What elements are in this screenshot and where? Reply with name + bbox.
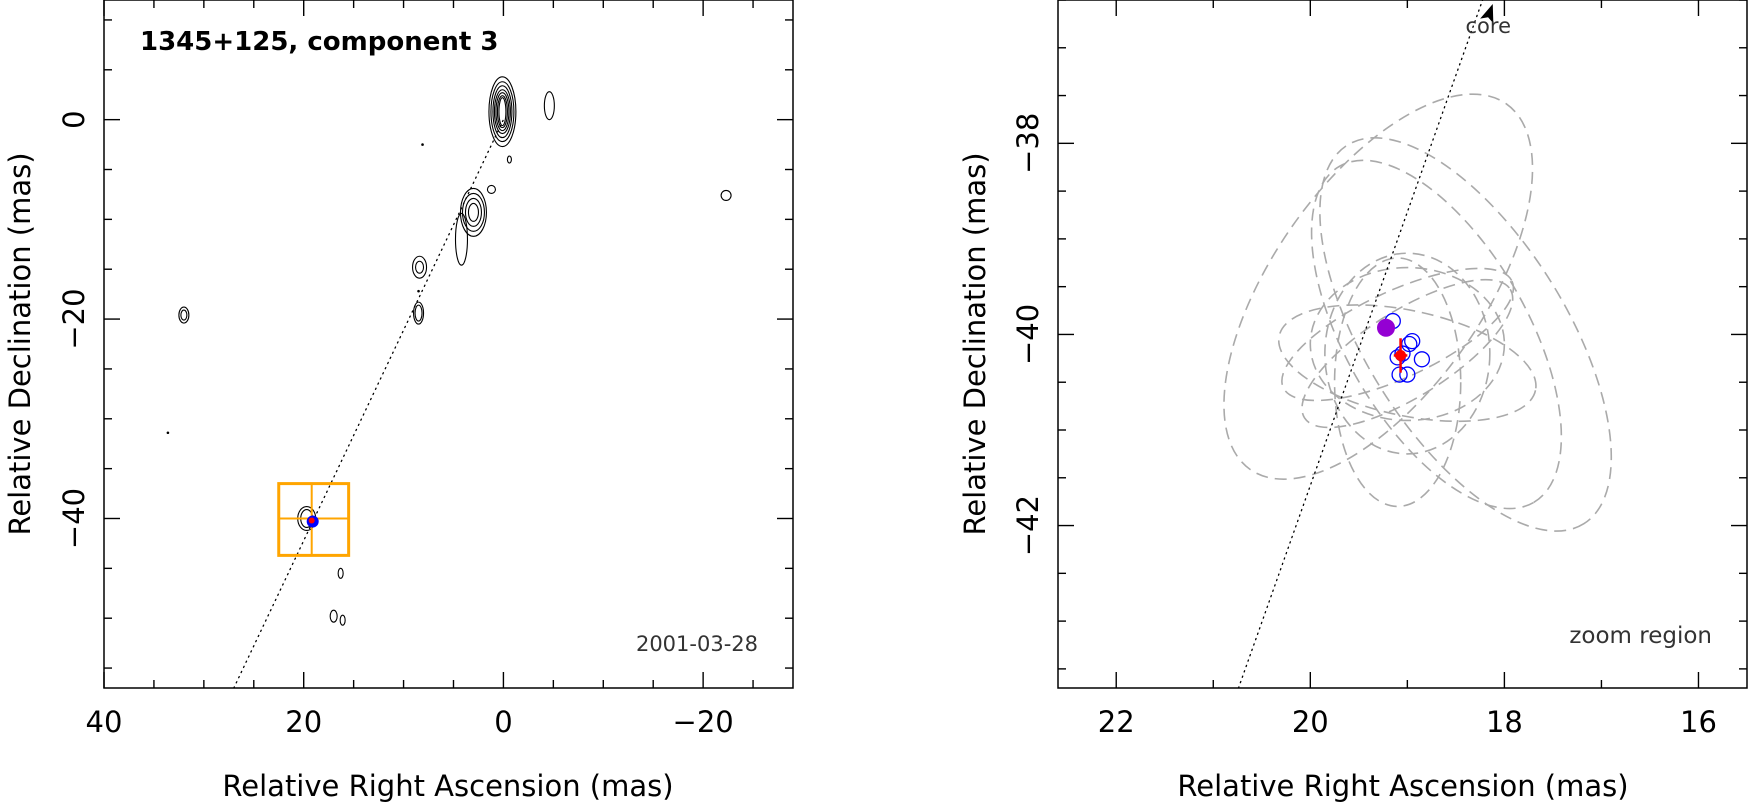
contour-level xyxy=(490,81,515,143)
contour-jet-extension xyxy=(454,212,469,266)
panel-overview: 40 20 0 −20 0 −20 −40 1345+125, component 3 2… xyxy=(3,0,794,803)
x-tick-label: 40 xyxy=(86,705,123,739)
axis-ticks xyxy=(1058,0,1747,688)
contour-jet-knot xyxy=(459,187,487,237)
plot-area xyxy=(166,76,732,688)
contour-level xyxy=(412,255,428,279)
error-ellipse xyxy=(1309,266,1506,422)
x-tick-label: 20 xyxy=(285,705,322,739)
contour-level xyxy=(414,260,425,274)
measured-point xyxy=(1413,351,1431,368)
x-tick-label: 18 xyxy=(1486,705,1523,739)
arrow-head xyxy=(1480,4,1494,24)
x-tick-label: 16 xyxy=(1680,705,1717,739)
y-tick-label: −40 xyxy=(1011,304,1045,365)
contour-level xyxy=(498,97,507,127)
contour-level xyxy=(467,202,480,222)
error-ellipse xyxy=(1319,137,1613,532)
panel-zoom: 22 20 18 16 −38 −40 −42 core zoom region Rela… xyxy=(958,0,1748,803)
contour-level xyxy=(506,155,512,164)
contour-level xyxy=(454,212,469,266)
contour-level xyxy=(339,614,346,626)
x-tick-label: 0 xyxy=(494,705,512,739)
contour-knot-8-19 xyxy=(413,301,425,325)
contour-level xyxy=(337,567,344,579)
y-tick-labels: −38 −40 −42 xyxy=(1011,113,1045,556)
contour-level xyxy=(459,187,487,237)
contour-blob-16-50 xyxy=(339,614,346,626)
contour-level xyxy=(496,95,508,129)
plot-frame xyxy=(1057,0,1748,689)
axis-ticks xyxy=(103,0,793,688)
epoch-label: 2001-03-28 xyxy=(636,632,758,656)
x-tick-label: −20 xyxy=(673,705,734,739)
plot-frame xyxy=(103,0,794,689)
y-tick-label: −20 xyxy=(57,288,91,349)
x-tick-label: 20 xyxy=(1292,705,1329,739)
contour-level xyxy=(488,76,517,148)
contour-level xyxy=(178,306,190,324)
contour-level xyxy=(464,197,483,227)
x-tick-label: 22 xyxy=(1098,705,1135,739)
contour-level xyxy=(486,184,496,194)
contour-map xyxy=(178,76,732,626)
zoom-region-label: zoom region xyxy=(1569,623,1712,649)
y-tick-labels: 0 −20 −40 xyxy=(57,110,91,549)
x-axis-label: Relative Right Ascension (mas) xyxy=(222,769,673,803)
plot-area xyxy=(1223,0,1613,688)
contour-knot-8-15 xyxy=(412,255,428,279)
noise-dot xyxy=(421,143,424,146)
contour-spot-1-7 xyxy=(486,184,496,194)
contour-level xyxy=(329,609,338,623)
contour-spot-n0-4 xyxy=(506,155,512,164)
contour-core xyxy=(488,76,517,148)
jet-axis-line xyxy=(1237,0,1484,688)
noise-dot xyxy=(417,289,420,293)
contour-level xyxy=(720,189,732,201)
component-fit-marker xyxy=(308,517,315,524)
contour-blob-16-45 xyxy=(337,567,344,579)
error-ellipse xyxy=(1281,267,1515,402)
contour-level xyxy=(461,192,485,232)
y-tick-label: 0 xyxy=(57,110,91,128)
contour-level xyxy=(413,301,425,325)
error-ellipse xyxy=(1223,93,1534,480)
error-ellipse xyxy=(1310,159,1563,510)
contour-level xyxy=(543,91,555,121)
core-label: core xyxy=(1466,14,1512,38)
plot-title: 1345+125, component 3 xyxy=(140,27,498,57)
contour-level xyxy=(414,304,423,322)
core-direction-arrow xyxy=(1480,4,1494,24)
x-axis-label: Relative Right Ascension (mas) xyxy=(1177,769,1628,803)
x-tick-labels: 22 20 18 16 xyxy=(1098,705,1717,739)
fit-point xyxy=(1395,349,1407,361)
y-axis-label: Relative Declination (mas) xyxy=(958,152,992,535)
contour-level xyxy=(492,85,513,139)
x-tick-labels: 40 20 0 −20 xyxy=(86,705,734,739)
noise-points xyxy=(166,143,424,435)
contour-blob-17-50 xyxy=(329,609,338,623)
mean-point xyxy=(1377,318,1396,337)
jet-axis-line xyxy=(233,119,505,688)
contour-blob-32-20 xyxy=(178,306,190,324)
error-ellipse xyxy=(1333,257,1462,508)
contour-level xyxy=(180,309,188,321)
y-tick-label: −38 xyxy=(1011,113,1045,174)
uncertainty-ellipses xyxy=(1223,93,1613,532)
contour-level xyxy=(493,89,511,135)
y-axis-label: Relative Declination (mas) xyxy=(3,152,37,535)
y-tick-label: −40 xyxy=(57,488,91,549)
measured-point xyxy=(1399,366,1416,383)
contour-blob-west-22 xyxy=(720,189,732,201)
error-ellipse xyxy=(1324,252,1491,455)
y-tick-label: −42 xyxy=(1011,495,1045,556)
contour-blob-west-5 xyxy=(543,91,555,121)
measured-point xyxy=(1404,332,1421,350)
position-points xyxy=(1377,312,1431,383)
error-ellipse xyxy=(1301,278,1514,429)
noise-dot xyxy=(166,431,170,435)
contour-level xyxy=(495,92,510,132)
